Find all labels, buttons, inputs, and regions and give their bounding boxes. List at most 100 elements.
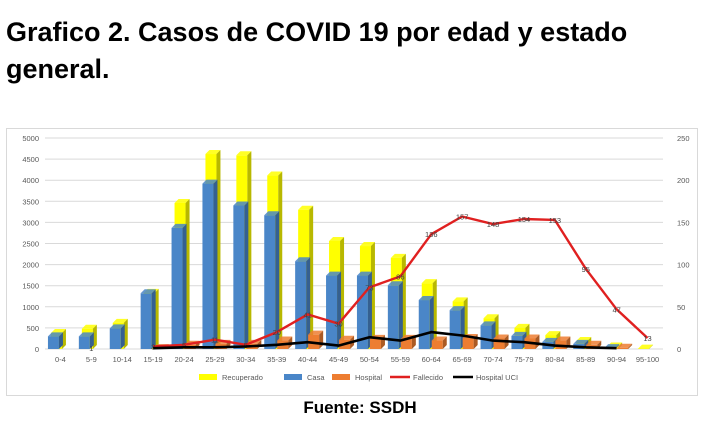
data-label: 154 (518, 215, 531, 224)
x-tick-label: 15-19 (144, 355, 163, 364)
legend-label-recuperado: Recuperado (222, 373, 263, 382)
bar-casa (264, 215, 276, 349)
bar-top (326, 271, 342, 276)
bar-top (329, 236, 345, 241)
x-tick-label: 35-39 (267, 355, 286, 364)
x-tick-label: 10-14 (113, 355, 132, 364)
bar-casa (47, 336, 59, 349)
bar-top (387, 281, 403, 286)
y-right-tick-label: 150 (677, 218, 690, 227)
bar-top (480, 321, 496, 326)
bar-casa (202, 183, 214, 349)
bar-side (120, 324, 125, 349)
bar-top (483, 314, 499, 319)
bar-side (628, 343, 633, 349)
bar-side (535, 334, 540, 349)
data-label: 153 (549, 216, 562, 225)
bar-top (493, 334, 509, 339)
data-label: 1 (89, 344, 93, 353)
bar-top (555, 336, 571, 341)
x-tick-label: 60-64 (422, 355, 441, 364)
bar-side (306, 257, 311, 349)
bar-side (182, 223, 187, 349)
bar-top (236, 151, 252, 156)
x-tick-label: 5-9 (86, 355, 97, 364)
bar-top (421, 279, 437, 284)
x-tick-label: 0-4 (55, 355, 66, 364)
x-tick-label: 50-54 (360, 355, 379, 364)
bar-side (398, 281, 403, 349)
chart-area: 0 500 1000 1500 2000 2500 3000 3500 4000 4500 5000… (6, 128, 698, 396)
bar-casa (140, 293, 152, 349)
bar-side (275, 211, 280, 349)
bar-top (109, 324, 125, 329)
bar-top (205, 150, 221, 155)
bar-top (511, 331, 527, 336)
bar-top (359, 242, 375, 247)
bar-hospital (462, 338, 474, 349)
bar-top (339, 335, 355, 340)
y-left-tick-label: 5000 (22, 134, 39, 143)
x-tick-label: 40-44 (298, 355, 317, 364)
data-label: 41 (303, 310, 311, 319)
legend-label-casa: Casa (307, 373, 325, 382)
data-label: 73 (365, 283, 373, 292)
data-label: 20 (273, 328, 281, 337)
bar-side (244, 201, 249, 349)
x-tick-label: 55-59 (391, 355, 410, 364)
bar-top (545, 331, 561, 336)
bar-side (213, 179, 218, 349)
bar-top (174, 198, 190, 203)
data-label: 30 (334, 320, 342, 329)
y-left-tick-label: 2000 (22, 261, 39, 270)
y-right-tick-label: 100 (677, 261, 690, 270)
x-tick-label: 25-29 (205, 355, 224, 364)
x-tick-label: 85-89 (576, 355, 595, 364)
bar-top (452, 297, 468, 302)
bar-top (233, 201, 249, 206)
data-label: 5 (182, 341, 186, 350)
legend-swatch-casa (284, 374, 302, 380)
bar-hospital (400, 338, 412, 349)
bar-casa (387, 285, 399, 349)
y-left-tick-label: 3500 (22, 197, 39, 206)
bar-side (58, 332, 63, 349)
x-tick-label: 65-69 (453, 355, 472, 364)
x-tick-label: 95-100 (636, 355, 659, 364)
x-tick-label: 75-79 (514, 355, 533, 364)
bar-top (524, 334, 540, 339)
bar-top (573, 339, 589, 344)
bar-top (140, 289, 156, 294)
legend-label-hospital: Hospital (355, 373, 382, 382)
bar-side (649, 344, 654, 349)
y-right-tick-label: 0 (677, 345, 681, 354)
bar-casa (233, 205, 245, 349)
y-left-tick-label: 0 (35, 345, 39, 354)
chart-title: Grafico 2. Casos de COVID 19 por edad y … (6, 17, 628, 84)
data-label: 148 (487, 220, 500, 229)
bar-casa (78, 336, 90, 349)
y-right-tick-label: 200 (677, 176, 690, 185)
bar-casa (356, 275, 368, 349)
line-fallecido (153, 215, 649, 348)
bar-side (337, 271, 342, 349)
legend-swatch-recuperado (199, 374, 217, 380)
bar-side (367, 271, 372, 349)
data-label: 47 (612, 305, 620, 314)
bar-casa (171, 227, 183, 349)
bar-hospital (369, 338, 381, 349)
bar-top (202, 179, 218, 184)
bar-top (50, 328, 66, 333)
bar-top (267, 171, 283, 176)
x-tick-label: 45-49 (329, 355, 348, 364)
bar-top (264, 211, 280, 216)
bar-top (542, 337, 558, 342)
bar-top (112, 318, 128, 323)
bar-casa (295, 261, 307, 349)
bar-side (429, 296, 434, 349)
bar-top (171, 223, 187, 228)
bar-casa (449, 310, 461, 349)
bar-side (151, 289, 156, 349)
y-left-tick-label: 500 (26, 324, 39, 333)
data-label: 136 (425, 230, 438, 239)
